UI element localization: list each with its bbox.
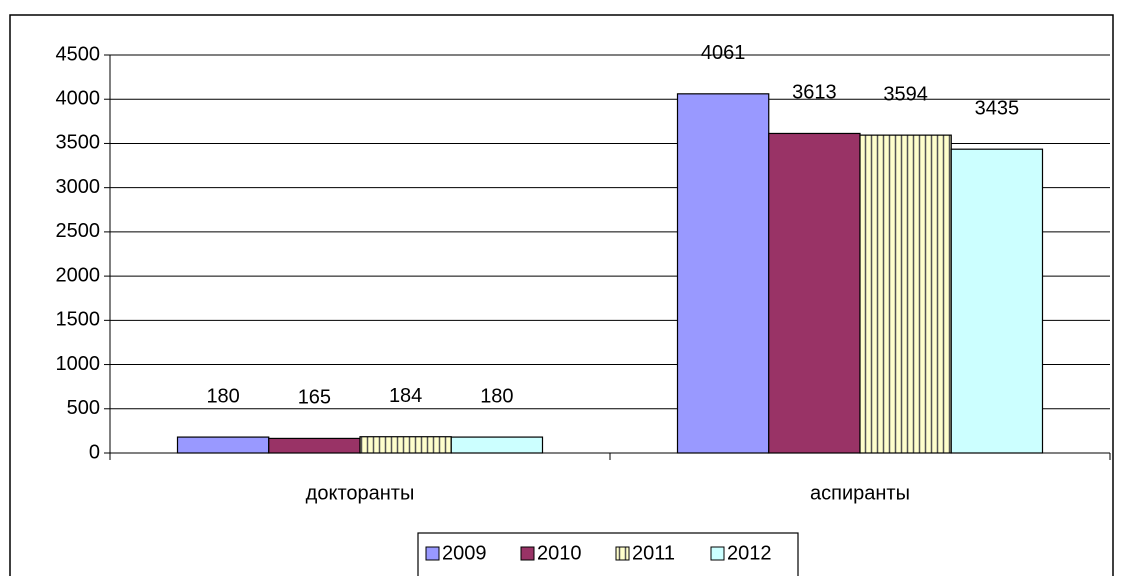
legend-swatch (520, 546, 535, 561)
y-tick-label: 1500 (56, 309, 101, 331)
y-tick-label: 1000 (56, 353, 101, 375)
legend-label: 2009 (442, 542, 487, 564)
data-label: 3613 (792, 82, 837, 104)
y-tick-label: 2000 (56, 264, 101, 286)
data-label: 180 (480, 385, 513, 407)
bar (359, 436, 452, 454)
data-label: 165 (298, 387, 331, 409)
y-tick-label: 0 (89, 441, 100, 463)
y-tick-label: 3000 (56, 176, 101, 198)
data-label: 3435 (975, 97, 1020, 119)
bar (176, 436, 270, 454)
bar (950, 148, 1044, 454)
y-tick-label: 4000 (56, 88, 101, 110)
legend-label: 2012 (727, 542, 772, 564)
data-label: 184 (389, 385, 422, 407)
bar (676, 93, 770, 454)
legend-swatch (425, 546, 440, 561)
y-tick-label: 500 (67, 397, 100, 419)
x-tick-label: докторанты (306, 482, 415, 504)
bar (268, 437, 361, 454)
legend-label: 2010 (537, 542, 582, 564)
bar (859, 134, 952, 454)
x-tick-label: аспиранты (810, 482, 910, 504)
y-tick-label: 2500 (56, 220, 101, 242)
legend-box (417, 532, 799, 576)
legend-swatch (615, 546, 630, 561)
legend-label: 2011 (632, 542, 675, 564)
bar (450, 436, 544, 454)
bar (768, 132, 861, 454)
data-label: 3594 (883, 83, 928, 105)
y-tick-label: 4500 (56, 43, 101, 65)
data-label: 180 (206, 385, 239, 407)
data-label: 4061 (701, 42, 746, 64)
legend-swatch (710, 546, 725, 561)
y-tick-label: 3500 (56, 132, 101, 154)
